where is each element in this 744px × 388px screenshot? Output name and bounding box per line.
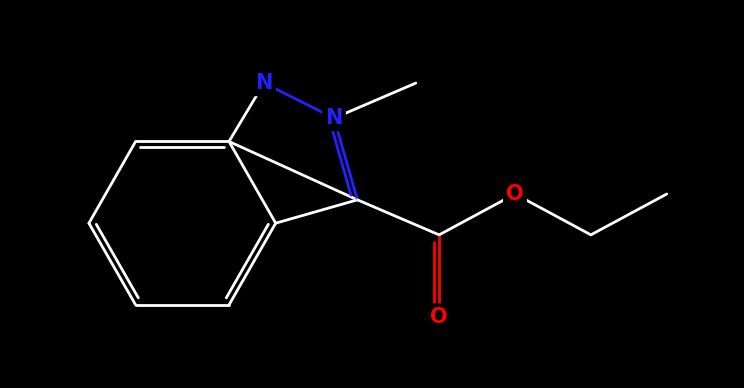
Text: O: O [506,184,524,204]
Text: N: N [325,108,343,128]
Text: N: N [255,73,273,93]
Text: O: O [430,307,448,327]
